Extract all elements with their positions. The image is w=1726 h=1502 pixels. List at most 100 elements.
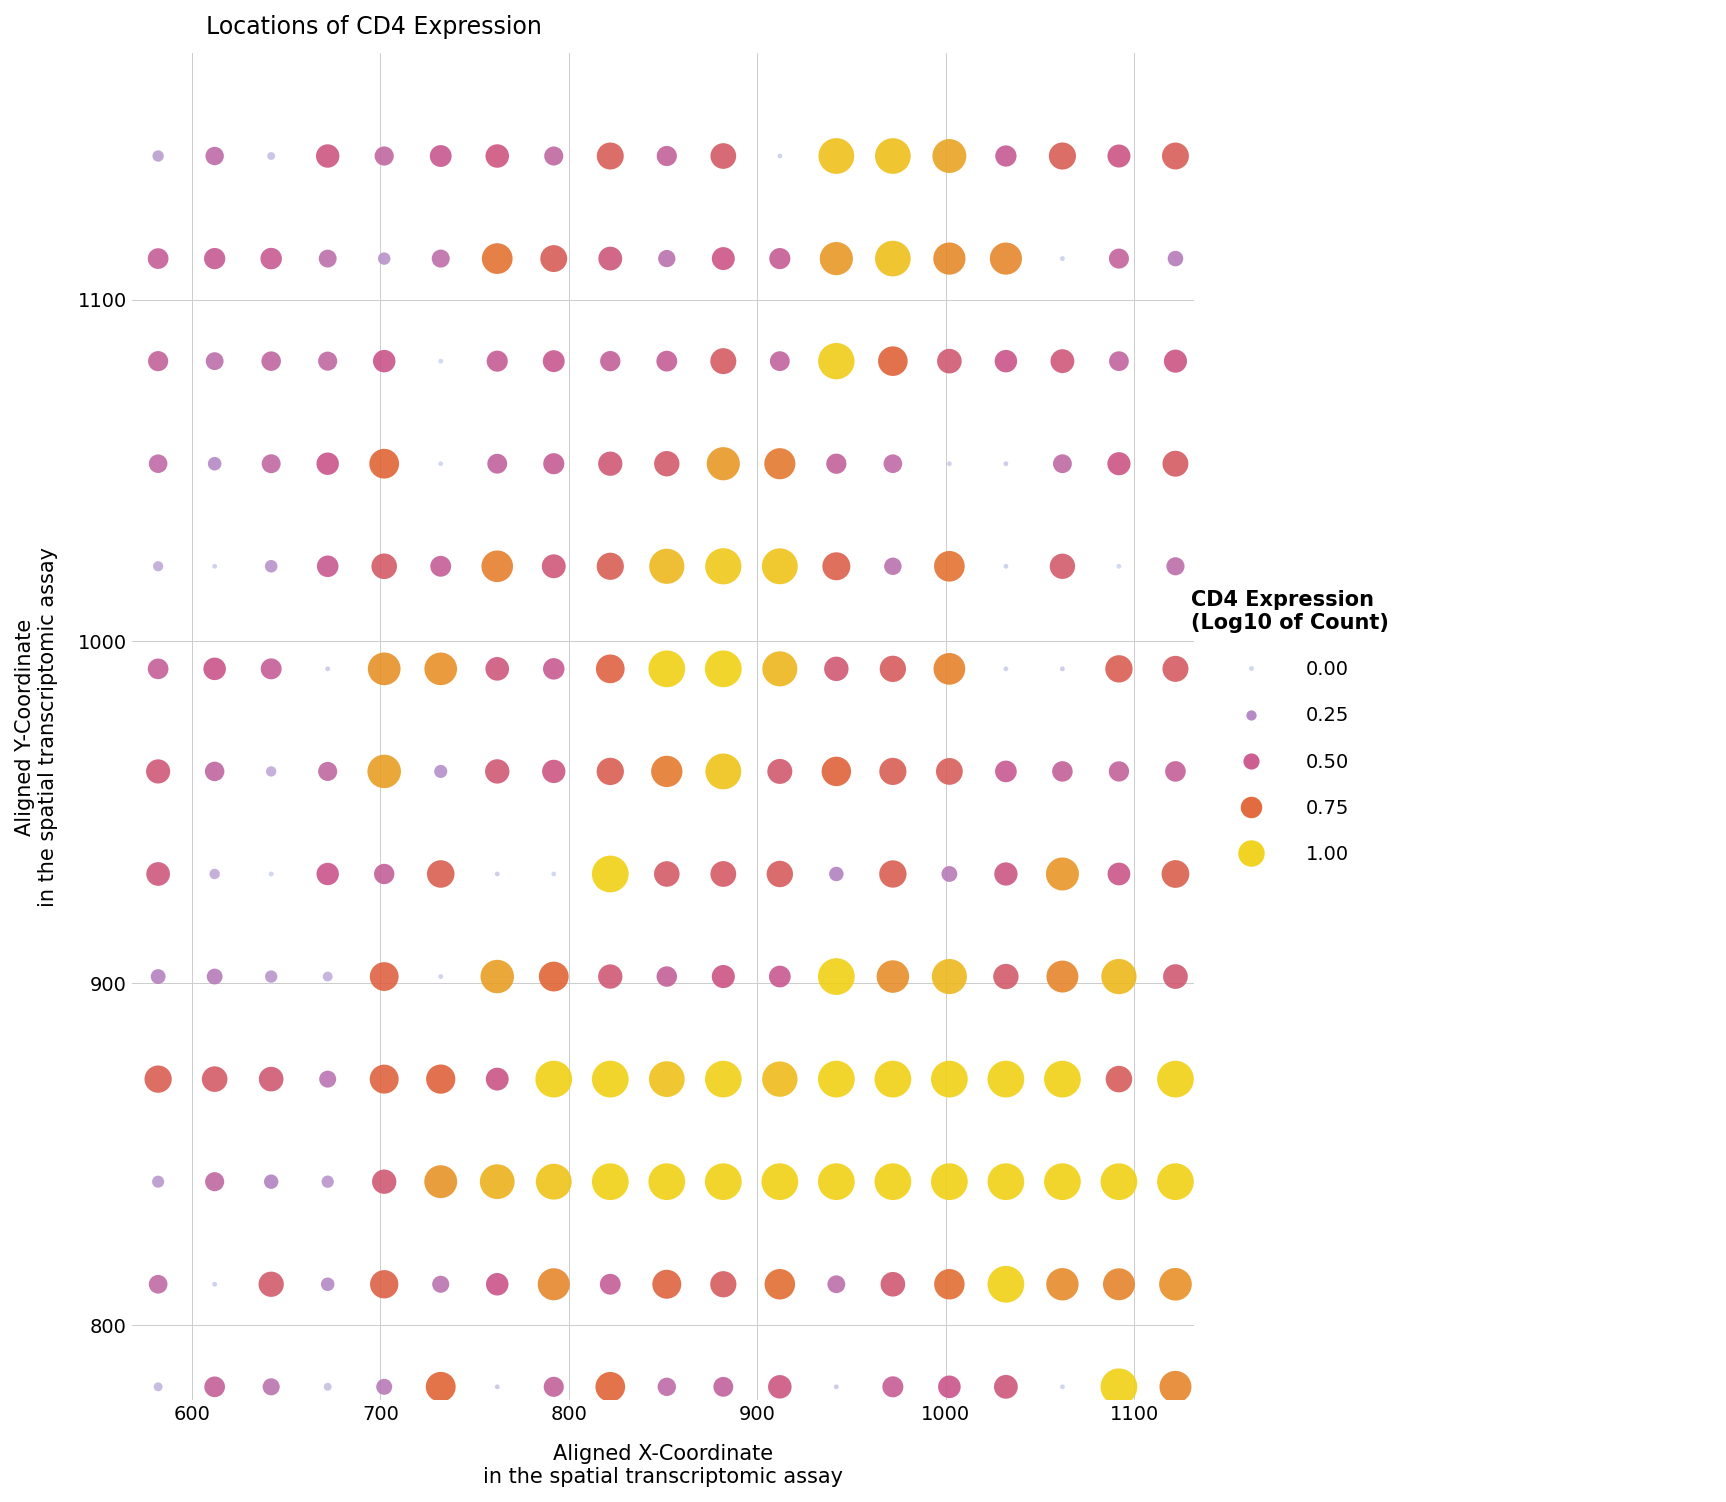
Point <box>1049 348 1077 372</box>
Point <box>1105 1374 1132 1398</box>
Point <box>200 246 228 270</box>
Point <box>766 862 794 886</box>
Point <box>823 452 851 476</box>
Point <box>257 246 285 270</box>
Point <box>145 1066 173 1090</box>
Point <box>992 348 1020 372</box>
Point <box>314 452 342 476</box>
Point <box>823 1374 851 1398</box>
Point <box>1049 862 1077 886</box>
Point <box>371 246 399 270</box>
Point <box>709 348 737 372</box>
Point <box>483 144 511 168</box>
Point <box>1049 1374 1077 1398</box>
Point <box>483 656 511 680</box>
Point <box>1162 452 1189 476</box>
Point <box>426 144 454 168</box>
Point <box>709 554 737 578</box>
Point <box>879 862 906 886</box>
Point <box>371 1170 399 1194</box>
Point <box>257 144 285 168</box>
Point <box>992 452 1020 476</box>
Point <box>652 246 680 270</box>
Point <box>257 862 285 886</box>
Point <box>652 348 680 372</box>
Point <box>879 1066 906 1090</box>
Point <box>426 1170 454 1194</box>
Point <box>314 656 342 680</box>
Point <box>483 1374 511 1398</box>
Point <box>766 554 794 578</box>
Point <box>426 1374 454 1398</box>
Point <box>314 964 342 988</box>
Point <box>314 554 342 578</box>
Point <box>879 452 906 476</box>
Point <box>145 246 173 270</box>
Point <box>652 452 680 476</box>
Point <box>766 1066 794 1090</box>
Point <box>879 554 906 578</box>
Point <box>257 1272 285 1296</box>
Point <box>483 862 511 886</box>
Point <box>597 862 625 886</box>
Point <box>145 1272 173 1296</box>
Point <box>1162 348 1189 372</box>
Point <box>540 1272 568 1296</box>
Point <box>145 1170 173 1194</box>
Point <box>935 348 963 372</box>
Point <box>1105 144 1132 168</box>
Point <box>200 656 228 680</box>
Point <box>652 1066 680 1090</box>
Point <box>314 1272 342 1296</box>
Point <box>540 964 568 988</box>
Point <box>257 452 285 476</box>
Point <box>1105 452 1132 476</box>
Point <box>709 452 737 476</box>
Point <box>935 1170 963 1194</box>
Point <box>200 964 228 988</box>
Point <box>597 1272 625 1296</box>
Point <box>145 656 173 680</box>
Point <box>371 348 399 372</box>
Point <box>935 760 963 784</box>
Point <box>257 1170 285 1194</box>
Point <box>483 348 511 372</box>
Point <box>257 1066 285 1090</box>
Point <box>823 554 851 578</box>
Point <box>426 348 454 372</box>
Point <box>200 348 228 372</box>
Point <box>145 144 173 168</box>
Point <box>823 862 851 886</box>
Point <box>879 760 906 784</box>
Point <box>540 760 568 784</box>
Point <box>652 656 680 680</box>
Point <box>540 554 568 578</box>
Point <box>597 1374 625 1398</box>
Point <box>823 1170 851 1194</box>
Point <box>426 554 454 578</box>
Point <box>1162 964 1189 988</box>
Point <box>935 554 963 578</box>
Point <box>426 760 454 784</box>
Point <box>879 246 906 270</box>
Point <box>483 452 511 476</box>
Point <box>652 964 680 988</box>
Point <box>371 1066 399 1090</box>
Point <box>766 452 794 476</box>
Point <box>597 452 625 476</box>
Point <box>1105 1272 1132 1296</box>
Point <box>145 348 173 372</box>
Legend: 0.00, 0.25, 0.50, 0.75, 1.00: 0.00, 0.25, 0.50, 0.75, 1.00 <box>1184 583 1396 871</box>
Point <box>1105 1066 1132 1090</box>
Point <box>426 452 454 476</box>
Point <box>709 1066 737 1090</box>
Point <box>371 144 399 168</box>
Point <box>823 144 851 168</box>
Point <box>1105 862 1132 886</box>
Point <box>1162 1170 1189 1194</box>
Point <box>597 144 625 168</box>
Point <box>1162 144 1189 168</box>
Point <box>540 1170 568 1194</box>
Point <box>145 964 173 988</box>
Point <box>935 862 963 886</box>
